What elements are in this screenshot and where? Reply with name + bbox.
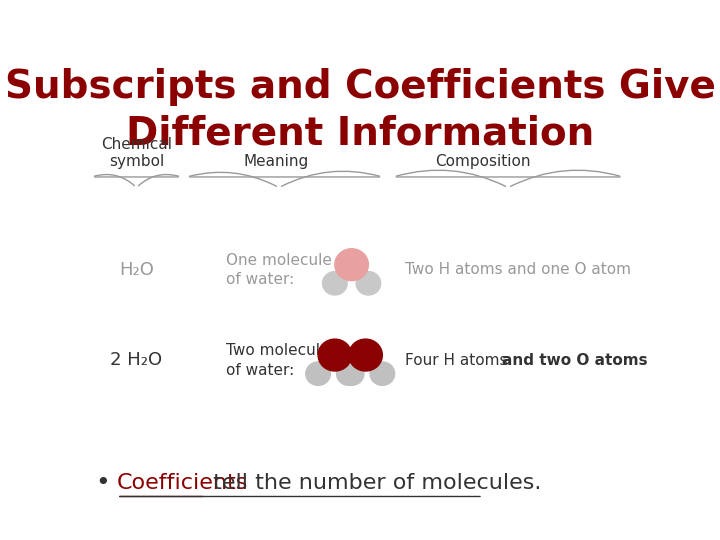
Circle shape (336, 362, 361, 386)
Circle shape (306, 362, 330, 386)
Text: and two O atoms: and two O atoms (503, 353, 648, 368)
Text: Subscripts and Coefficients Give
Different Information: Subscripts and Coefficients Give Differe… (4, 68, 716, 153)
Circle shape (335, 249, 369, 281)
Text: Meaning: Meaning (243, 154, 309, 169)
Circle shape (318, 339, 351, 371)
Text: H₂O: H₂O (119, 261, 154, 279)
Text: Coefficients: Coefficients (117, 472, 248, 492)
Text: One molecule
of water:: One molecule of water: (226, 253, 332, 287)
Circle shape (323, 272, 347, 295)
Text: Two molecules
of water:: Two molecules of water: (226, 343, 338, 378)
Circle shape (339, 362, 364, 386)
Text: Two H atoms and one O atom: Two H atoms and one O atom (405, 262, 631, 278)
Circle shape (356, 272, 381, 295)
Text: Four H atoms: Four H atoms (405, 353, 512, 368)
Text: •: • (96, 471, 110, 495)
Text: Composition: Composition (435, 154, 531, 169)
Circle shape (370, 362, 395, 386)
Text: Chemical
symbol: Chemical symbol (101, 137, 172, 169)
Circle shape (348, 339, 382, 371)
Text: 2 H₂O: 2 H₂O (110, 352, 163, 369)
Text: tell the number of molecules.: tell the number of molecules. (206, 472, 541, 492)
